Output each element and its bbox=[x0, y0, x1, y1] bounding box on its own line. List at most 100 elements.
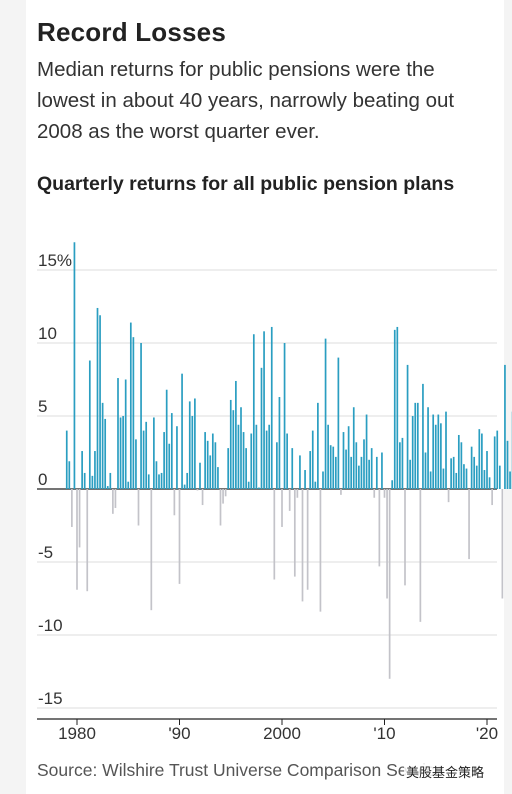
bar bbox=[76, 489, 78, 590]
bar bbox=[160, 472, 163, 489]
bar bbox=[432, 414, 435, 489]
bar bbox=[229, 399, 232, 489]
bar bbox=[373, 489, 376, 498]
bars bbox=[65, 242, 512, 679]
bar bbox=[365, 414, 368, 489]
bar bbox=[112, 489, 114, 514]
bar bbox=[191, 416, 194, 489]
x-tick-label: '10 bbox=[373, 724, 395, 743]
bar bbox=[463, 464, 465, 489]
bar bbox=[427, 407, 429, 489]
bar bbox=[491, 489, 493, 506]
bar bbox=[358, 465, 360, 489]
bar bbox=[401, 437, 404, 489]
bar bbox=[473, 456, 476, 489]
bar bbox=[363, 439, 365, 489]
bar bbox=[350, 456, 353, 489]
bar bbox=[281, 489, 283, 527]
bar bbox=[263, 331, 265, 489]
bar bbox=[337, 357, 340, 489]
bar bbox=[317, 402, 319, 489]
bar bbox=[245, 448, 247, 489]
bar bbox=[396, 326, 399, 489]
bar bbox=[117, 378, 119, 489]
bar bbox=[94, 451, 96, 489]
bar bbox=[206, 440, 209, 489]
bar bbox=[468, 489, 470, 560]
bar bbox=[150, 489, 153, 611]
bar bbox=[355, 442, 358, 489]
bar bbox=[370, 448, 373, 489]
bar bbox=[422, 383, 424, 489]
bar bbox=[414, 402, 417, 489]
bar bbox=[296, 489, 299, 498]
bar bbox=[273, 489, 276, 580]
bar bbox=[214, 442, 217, 489]
bar bbox=[142, 430, 145, 489]
bar bbox=[129, 322, 132, 489]
bar bbox=[270, 326, 273, 489]
bar bbox=[416, 402, 419, 489]
bar bbox=[278, 397, 281, 489]
bar bbox=[258, 487, 260, 489]
bar bbox=[293, 489, 296, 577]
bar bbox=[170, 413, 173, 489]
y-tick-label: -10 bbox=[38, 616, 63, 635]
bar bbox=[135, 439, 137, 489]
bar bbox=[404, 489, 406, 586]
bar bbox=[345, 449, 347, 489]
bar bbox=[381, 452, 383, 489]
bar bbox=[78, 489, 81, 548]
bar bbox=[375, 456, 378, 489]
bar bbox=[104, 418, 107, 489]
bar bbox=[81, 451, 83, 489]
bar bbox=[481, 433, 483, 489]
bar bbox=[91, 475, 94, 489]
bar bbox=[147, 474, 150, 489]
bar bbox=[247, 481, 250, 489]
bar bbox=[486, 451, 488, 489]
bar bbox=[186, 472, 189, 489]
bar bbox=[409, 459, 411, 489]
bar bbox=[429, 471, 432, 489]
bar bbox=[304, 470, 306, 489]
bar bbox=[163, 432, 165, 489]
bar bbox=[168, 443, 171, 489]
bar bbox=[470, 446, 473, 489]
watermark: 美股基金策略 bbox=[404, 761, 487, 782]
bar bbox=[368, 459, 370, 489]
bar bbox=[65, 430, 68, 489]
y-tick-label: 5 bbox=[38, 397, 47, 416]
bar bbox=[447, 489, 450, 503]
bar bbox=[96, 307, 99, 489]
bar bbox=[232, 410, 235, 489]
bar bbox=[493, 436, 496, 489]
bar bbox=[155, 461, 158, 489]
bar bbox=[109, 472, 112, 489]
bar bbox=[299, 455, 301, 489]
bar bbox=[127, 481, 130, 489]
bar bbox=[332, 446, 335, 489]
bar bbox=[101, 402, 104, 489]
bar bbox=[324, 338, 327, 489]
returns-bar-chart: 15% 10 5 0 -5 -10 -15 1980 '90 2000 '10 '20 bbox=[37, 242, 512, 743]
bar bbox=[114, 489, 117, 508]
bar bbox=[383, 489, 386, 498]
bar bbox=[199, 462, 201, 489]
bar bbox=[106, 486, 109, 489]
bar bbox=[442, 468, 445, 489]
bar bbox=[340, 489, 342, 495]
source-note: Source: Wilshire Trust Universe Comparis… bbox=[37, 760, 445, 780]
bar bbox=[140, 343, 142, 489]
subhead: Median returns for public pensions were … bbox=[37, 58, 455, 143]
bar bbox=[504, 364, 506, 489]
bar bbox=[260, 367, 263, 489]
bar bbox=[183, 484, 186, 489]
bar bbox=[360, 456, 363, 489]
bar bbox=[478, 429, 481, 489]
bar bbox=[255, 424, 258, 489]
bar bbox=[309, 451, 312, 489]
bar bbox=[334, 456, 337, 489]
bar bbox=[319, 489, 322, 612]
bar bbox=[224, 489, 227, 497]
